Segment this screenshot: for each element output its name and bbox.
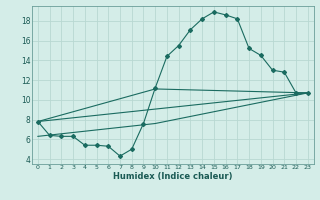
X-axis label: Humidex (Indice chaleur): Humidex (Indice chaleur) [113,172,233,181]
